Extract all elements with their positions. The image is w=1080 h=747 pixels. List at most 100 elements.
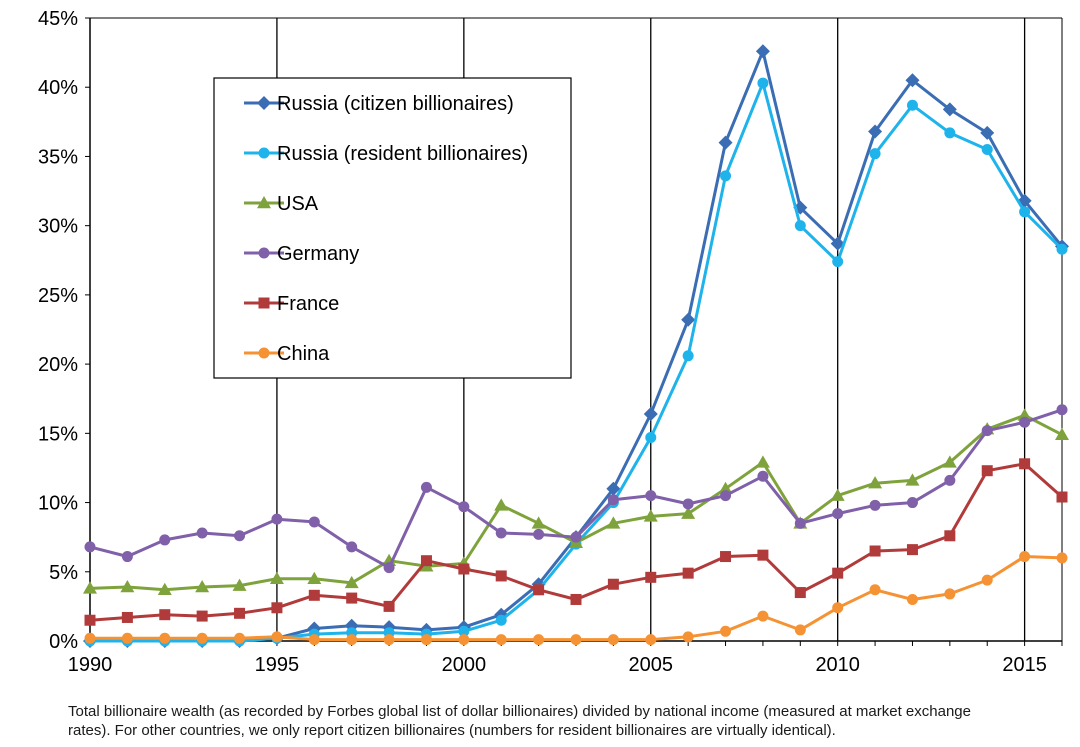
data-point (757, 77, 769, 89)
data-point (720, 170, 732, 182)
data-point (832, 256, 844, 268)
data-point (755, 44, 770, 59)
data-point (607, 634, 619, 646)
data-point (645, 490, 657, 502)
data-point (570, 634, 582, 646)
data-point (832, 508, 844, 520)
data-point (981, 465, 993, 477)
data-point (159, 609, 171, 621)
data-point (607, 578, 619, 590)
legend-swatch-marker (257, 196, 271, 209)
data-point (681, 312, 696, 327)
data-point (944, 588, 956, 600)
data-point (906, 497, 918, 509)
x-tick-label: 1990 (68, 654, 113, 676)
data-point (906, 544, 918, 556)
x-tick-label: 2005 (629, 654, 674, 676)
data-point (718, 481, 733, 494)
data-point (643, 406, 658, 421)
legend-label: Russia (citizen billionaires) (277, 93, 514, 115)
data-point (869, 584, 881, 596)
data-point (981, 425, 993, 437)
data-point (196, 632, 208, 644)
y-tick-label: 20% (38, 354, 78, 376)
data-point (495, 527, 507, 539)
data-point (942, 455, 957, 468)
legend-entry: Russia (resident billionaires) (244, 143, 528, 165)
legend: Russia (citizen billionaires) Russia (res… (213, 77, 572, 379)
data-point (83, 581, 97, 594)
series-lines (83, 44, 1069, 648)
legend-swatch-marker (258, 347, 270, 359)
legend-swatch-marker (258, 297, 270, 309)
y-tick-label: 5% (49, 562, 78, 584)
data-point (458, 625, 470, 637)
data-point (944, 474, 956, 486)
data-point (681, 506, 696, 519)
data-point (906, 593, 918, 605)
y-axis-tick-labels: 0% 5% 10% 15% 20% 25% 30% 35% 40% 45% (38, 8, 90, 653)
data-point (383, 600, 395, 612)
series-usa (83, 408, 1069, 596)
data-point (645, 634, 657, 646)
data-point (195, 580, 210, 593)
data-point (344, 575, 359, 589)
data-point (458, 563, 470, 575)
data-point (383, 562, 395, 574)
chart-caption: Total billionaire wealth (as recorded by… (68, 702, 1068, 740)
data-point (981, 574, 993, 586)
caption-line-2: rates). For other countries, we only rep… (68, 722, 836, 739)
y-tick-label: 25% (38, 285, 78, 307)
y-tick-label: 15% (38, 423, 78, 445)
data-point (307, 571, 322, 584)
legend-swatch-marker (258, 247, 270, 259)
data-point (495, 570, 507, 582)
data-point (869, 148, 881, 160)
x-tick-label: 2015 (1002, 654, 1047, 676)
legend-swatch-marker (258, 147, 270, 159)
data-point (120, 580, 135, 593)
data-point (905, 473, 920, 486)
data-point (1056, 243, 1068, 255)
data-point (720, 490, 732, 502)
y-tick-label: 40% (38, 77, 78, 99)
data-point (346, 541, 358, 553)
data-point (794, 587, 806, 599)
data-point (757, 470, 769, 482)
x-tick-label: 2000 (442, 654, 487, 676)
data-point (196, 610, 208, 622)
series-france (84, 458, 1068, 626)
data-point (84, 632, 96, 644)
data-point (533, 634, 545, 646)
data-point (121, 632, 133, 644)
data-point (944, 127, 956, 139)
data-point (755, 455, 770, 468)
data-point (121, 611, 133, 623)
legend-label: France (277, 293, 339, 315)
legend-entry: Germany (244, 243, 359, 265)
data-point (1019, 551, 1031, 563)
data-point (981, 144, 993, 156)
data-point (346, 634, 358, 646)
data-point (718, 135, 733, 150)
data-point (159, 534, 171, 546)
data-point (196, 527, 208, 539)
data-point (869, 545, 881, 557)
data-point (606, 481, 621, 496)
data-point (1055, 427, 1069, 440)
data-point (271, 631, 283, 643)
data-point (458, 634, 470, 646)
data-point (495, 614, 507, 626)
legend-entry: USA (244, 193, 319, 215)
data-point (271, 513, 283, 525)
data-point (682, 350, 694, 362)
y-tick-label: 35% (38, 146, 78, 168)
data-point (794, 624, 806, 636)
data-point (720, 551, 732, 563)
data-point (830, 488, 845, 501)
data-point (794, 517, 806, 529)
series-germany (84, 404, 1068, 574)
data-point (1056, 491, 1068, 503)
y-tick-label: 10% (38, 493, 78, 515)
data-point (84, 541, 96, 553)
